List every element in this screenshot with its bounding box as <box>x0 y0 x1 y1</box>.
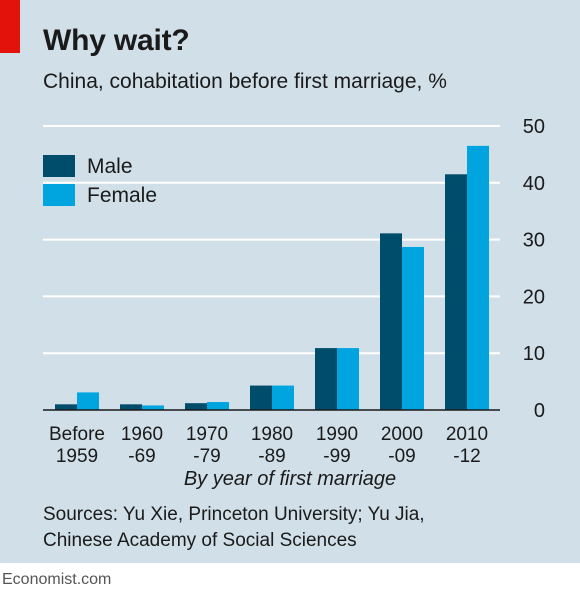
bar-male <box>55 404 77 410</box>
bar-male <box>185 403 207 410</box>
bar-female <box>467 145 489 410</box>
x-tick-label: 2000 <box>381 424 423 445</box>
x-axis-label: By year of first marriage <box>183 468 397 490</box>
bar-female <box>272 385 294 410</box>
x-tick-label: -69 <box>128 446 155 467</box>
bar-female <box>207 402 229 410</box>
x-tick-label: -79 <box>193 446 220 467</box>
x-tick-label: 1959 <box>56 446 98 467</box>
x-tick-label: -99 <box>323 446 350 467</box>
sources-line-1: Sources: Yu Xie, Princeton University; Y… <box>43 504 425 525</box>
legend-swatch-female <box>43 184 75 206</box>
x-tick-label: 1990 <box>316 424 358 445</box>
legend-label-female: Female <box>87 184 158 207</box>
y-tick-labels: 0 10 20 30 40 50 <box>523 116 545 422</box>
x-tick-label: -12 <box>453 446 480 467</box>
x-tick-label: -89 <box>258 446 285 467</box>
gridlines <box>43 125 500 355</box>
y-tick-label: 30 <box>523 230 545 252</box>
x-tick-label: Before <box>49 424 105 445</box>
x-tick-label: 1960 <box>121 424 163 445</box>
bar-male <box>120 404 142 410</box>
x-tick-label: 2010 <box>446 424 488 445</box>
x-tick-label: 1980 <box>251 424 293 445</box>
x-tick-label: -09 <box>388 446 415 467</box>
chart-panel: Why wait? China, cohabitation before fir… <box>0 0 580 563</box>
y-tick-label: 50 <box>523 116 545 138</box>
y-tick-label: 10 <box>523 343 545 365</box>
y-tick-label: 20 <box>523 286 545 308</box>
bar-male <box>315 348 337 410</box>
legend-swatch-male <box>43 155 75 177</box>
bar-female <box>402 246 424 410</box>
sources-line-2: Chinese Academy of Social Sciences <box>43 530 357 551</box>
bars <box>55 145 489 410</box>
chart-subtitle: China, cohabitation before first marriag… <box>43 70 447 93</box>
chart-title: Why wait? <box>43 24 190 57</box>
x-tick-label: 1970 <box>186 424 228 445</box>
legend-item-female: Female <box>43 184 157 208</box>
legend-item-male: Male <box>43 155 133 179</box>
sources-note: Sources: Yu Xie, Princeton University; Y… <box>43 502 563 554</box>
legend-label-male: Male <box>87 155 133 178</box>
y-tick-label: 0 <box>534 400 545 422</box>
bar-female <box>142 405 164 410</box>
brand-red-tab <box>0 0 20 53</box>
bar-female <box>77 392 99 410</box>
bar-male <box>250 385 272 410</box>
y-tick-label: 40 <box>523 173 545 195</box>
bar-male <box>380 233 402 410</box>
bar-male <box>445 174 467 410</box>
footer-brand: Economist.com <box>2 571 112 588</box>
bar-female <box>337 348 359 410</box>
